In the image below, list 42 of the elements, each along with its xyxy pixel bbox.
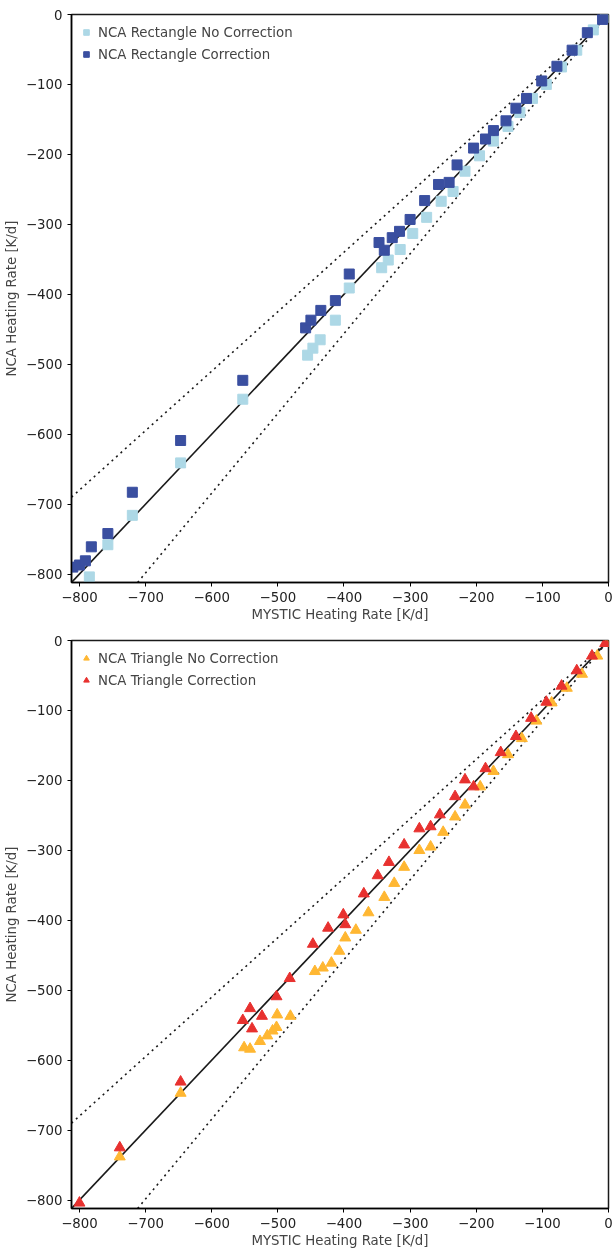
x-tick-label: −300 bbox=[391, 589, 429, 605]
legend-label: NCA Triangle No Correction bbox=[98, 650, 279, 666]
legend-label: NCA Rectangle No Correction bbox=[98, 24, 293, 40]
x-tick-label: −700 bbox=[127, 1215, 164, 1231]
x-tick-label: −100 bbox=[524, 589, 561, 605]
x-tick-label: −200 bbox=[457, 589, 495, 605]
x-tick-label: −500 bbox=[259, 1215, 297, 1231]
y-tick-label: −800 bbox=[25, 567, 63, 583]
y-tick-label: −600 bbox=[25, 1053, 63, 1069]
x-tick-label: −500 bbox=[259, 589, 297, 605]
x-tick-label: −200 bbox=[457, 1215, 495, 1231]
y-tick-label: −300 bbox=[25, 843, 63, 859]
y-axis-title: NCA Heating Rate [K/d] bbox=[3, 846, 19, 1003]
x-tick-label: −700 bbox=[127, 589, 164, 605]
y-tick-label: −100 bbox=[25, 703, 63, 719]
y-tick-label: −600 bbox=[25, 427, 63, 443]
y-tick-label: −700 bbox=[25, 497, 63, 513]
legend-label: NCA Triangle Correction bbox=[98, 672, 257, 688]
y-tick-label: −400 bbox=[25, 287, 63, 303]
x-tick-label: −100 bbox=[524, 1215, 561, 1231]
x-tick-label: −600 bbox=[193, 589, 231, 605]
x-tick-label: 0 bbox=[604, 1215, 613, 1231]
y-tick-label: −400 bbox=[25, 913, 63, 929]
legend-label: NCA Rectangle Correction bbox=[98, 46, 271, 62]
x-tick-label: 0 bbox=[604, 589, 613, 605]
x-tick-label: −400 bbox=[325, 1215, 363, 1231]
x-tick-label: −600 bbox=[193, 1215, 231, 1231]
y-tick-label: −200 bbox=[25, 147, 63, 163]
y-tick-label: −700 bbox=[25, 1123, 63, 1139]
x-axis-title: MYSTIC Heating Rate [K/d] bbox=[251, 606, 429, 622]
y-tick-label: 0 bbox=[54, 7, 63, 23]
y-tick-label: 0 bbox=[54, 633, 63, 649]
y-tick-label: −100 bbox=[25, 77, 63, 93]
y-tick-label: −500 bbox=[25, 357, 63, 373]
y-tick-label: −200 bbox=[25, 773, 63, 789]
x-tick-label: −400 bbox=[325, 589, 363, 605]
x-axis-title: MYSTIC Heating Rate [K/d] bbox=[251, 1232, 429, 1248]
y-tick-label: −300 bbox=[25, 217, 63, 233]
y-axis-title: NCA Heating Rate [K/d] bbox=[3, 220, 19, 377]
y-tick-label: −500 bbox=[25, 983, 63, 999]
y-tick-label: −800 bbox=[25, 1193, 63, 1209]
x-tick-label: −300 bbox=[391, 1215, 429, 1231]
